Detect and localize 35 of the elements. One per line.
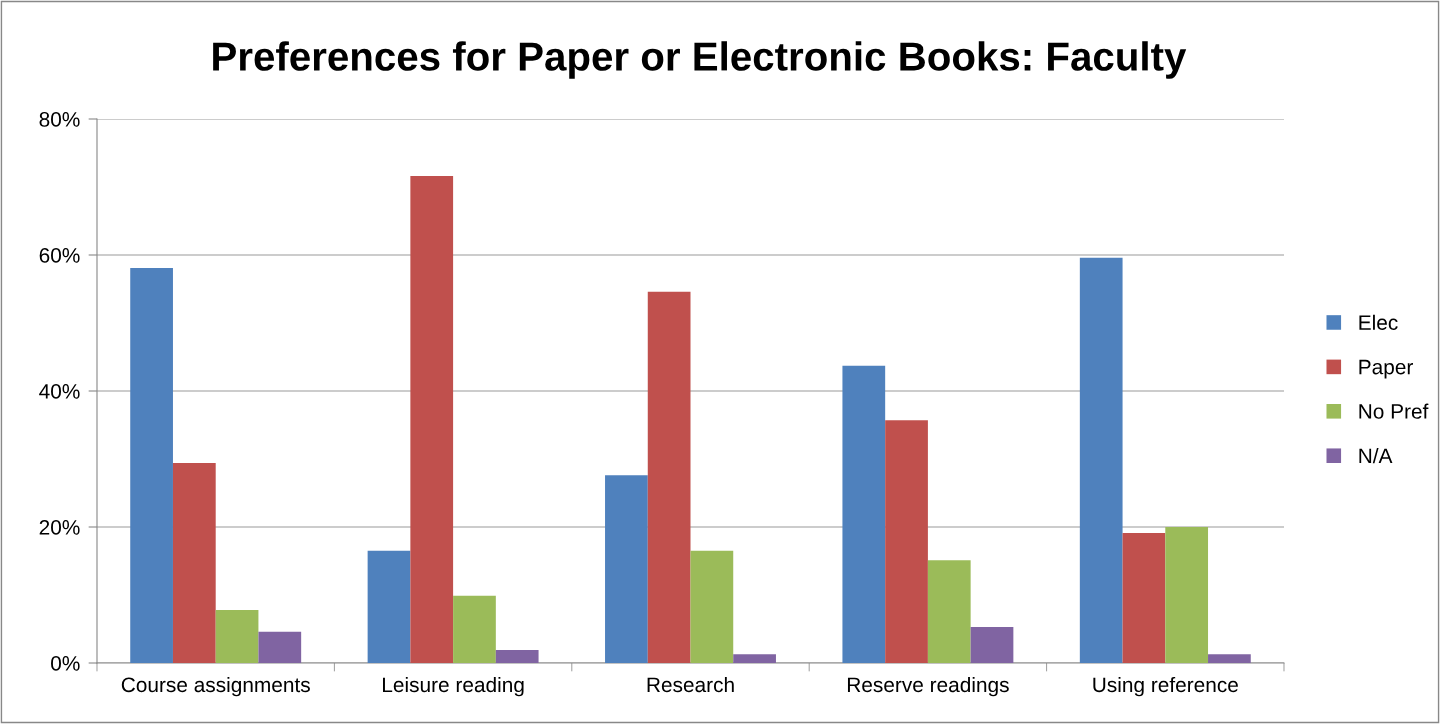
legend-label: Elec [1359,314,1398,330]
y-tick-label: 20% [39,520,80,535]
bar [1208,654,1251,663]
bar [410,176,454,663]
legend-label: N/A [1359,447,1393,464]
x-tick-label: Reserve readings [847,676,1009,697]
x-tick-label: Leisure reading [383,676,524,697]
bar [495,650,539,663]
legend-label: No Pref [1359,403,1429,419]
bar [733,654,776,663]
bar [927,560,971,663]
y-tick-label: 80% [39,112,80,127]
x-tick-label: Using reference [1093,676,1238,697]
chart-title: Preferences for Paper or Electronic Books: Faculty [213,41,1187,79]
bar [885,420,928,663]
bar [842,365,886,663]
bar [258,631,302,663]
bar [690,550,734,663]
bar [647,291,691,663]
bar [1079,257,1123,663]
y-tick-label: 40% [39,384,80,399]
bar [367,550,411,663]
bar [605,475,648,663]
bar [172,463,216,663]
bar [1165,527,1209,663]
x-tick-label: Research [647,676,734,693]
bar [453,595,496,663]
y-tick-label: 0% [51,656,80,671]
y-tick-label: 60% [39,248,80,263]
bar [970,626,1014,663]
bar [215,609,259,663]
bar [130,267,173,663]
bar [1122,533,1166,663]
x-tick-label: Course assignments [121,676,310,697]
legend-label: Paper [1359,359,1413,379]
